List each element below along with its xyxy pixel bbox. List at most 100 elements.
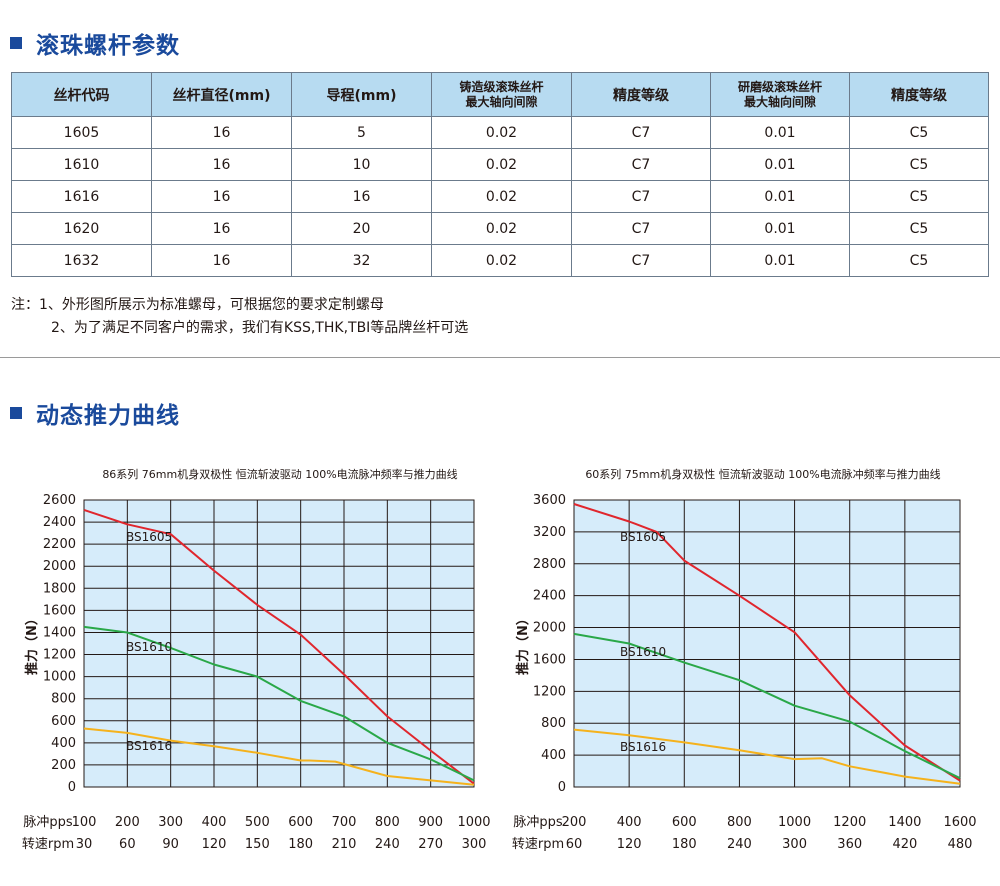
y-tick-label: 2200 [43, 537, 76, 552]
note-line-1: 注：1、外形图所展示为标准螺母，可根据您的要求定制螺母 [11, 297, 384, 313]
table-cell: 0.01 [710, 212, 850, 245]
x-tick-label-rpm: 30 [76, 837, 93, 852]
series-label-bs1605: BS1605 [126, 530, 172, 544]
series-label-bs1605: BS1605 [620, 530, 666, 544]
header-lead: 导程(mm) [291, 72, 432, 117]
table-cell: C5 [849, 244, 989, 277]
x-tick-label-pps: 100 [72, 815, 97, 830]
x-tick-label-pps: 1000 [457, 815, 490, 830]
x-row-label-pps: 脉冲pps [513, 815, 563, 830]
notes: 注：1、外形图所展示为标准螺母，可根据您的要求定制螺母 2、为了满足不同客户的需… [11, 294, 468, 340]
x-tick-label-rpm: 60 [566, 837, 583, 852]
y-tick-label: 2400 [533, 589, 566, 604]
table-cell: C7 [571, 244, 711, 277]
series-line-bs1610 [573, 632, 961, 780]
header-ground-clearance: 研磨级滚珠丝杆 最大轴向间隙 [710, 72, 850, 117]
plot-area [573, 499, 961, 788]
table-cell: 16 [151, 244, 292, 277]
header-code: 丝杆代码 [11, 72, 152, 117]
header-cast-grade: 精度等级 [571, 72, 711, 117]
x-tick-label-rpm: 480 [948, 837, 973, 852]
series-label-bs1610: BS1610 [620, 645, 666, 659]
x-tick-label-rpm: 240 [727, 837, 752, 852]
table-row: 1616 16 16 0.02 C7 0.01 C5 [11, 180, 989, 213]
table-cell: 20 [291, 212, 432, 245]
table-cell: C7 [571, 116, 711, 149]
series-line-bs1616 [573, 728, 961, 785]
x-tick-label-rpm: 90 [162, 837, 179, 852]
x-row-label-rpm: 转速rpm [512, 837, 564, 852]
x-tick-label-pps: 1000 [778, 815, 811, 830]
x-tick-label-rpm: 300 [462, 837, 487, 852]
series-line-bs1610 [83, 625, 475, 782]
y-tick-label: 400 [541, 748, 566, 763]
table-row: 1605 16 5 0.02 C7 0.01 C5 [11, 116, 989, 149]
y-tick-label: 3200 [533, 525, 566, 540]
x-tick-label-rpm: 420 [892, 837, 917, 852]
x-tick-label-pps: 300 [158, 815, 183, 830]
square-bullet-icon [10, 407, 22, 419]
table-cell: 16 [291, 180, 432, 213]
x-tick-label-pps: 800 [727, 815, 752, 830]
y-tick-label: 2600 [43, 493, 76, 508]
y-tick-label: 1200 [43, 648, 76, 663]
table-cell: 32 [291, 244, 432, 277]
x-tick-label-rpm: 180 [288, 837, 313, 852]
y-tick-label: 1200 [533, 684, 566, 699]
x-tick-label-pps: 400 [202, 815, 227, 830]
x-row-label-pps: 脉冲pps [23, 815, 73, 830]
table-cell: 10 [291, 148, 432, 181]
square-bullet-icon [10, 37, 22, 49]
x-tick-label-rpm: 300 [782, 837, 807, 852]
y-axis-label: 推力（N） [515, 612, 531, 675]
y-tick-label: 800 [541, 716, 566, 731]
y-tick-label: 0 [68, 780, 76, 795]
params-table: 丝杆代码 丝杆直径(mm) 导程(mm) 铸造级滚珠丝杆 最大轴向间隙 精度等级 … [11, 72, 989, 277]
x-tick-label-pps: 600 [288, 815, 313, 830]
table-cell: 1632 [11, 244, 152, 277]
x-tick-label-rpm: 180 [672, 837, 697, 852]
table-cell: C7 [571, 148, 711, 181]
y-tick-label: 1600 [533, 652, 566, 667]
y-tick-label: 2800 [533, 557, 566, 572]
table-cell: 1605 [11, 116, 152, 149]
plot-area [83, 499, 475, 788]
x-tick-label-pps: 400 [617, 815, 642, 830]
x-tick-label-rpm: 360 [837, 837, 862, 852]
x-tick-label-rpm: 240 [375, 837, 400, 852]
y-tick-label: 2000 [533, 621, 566, 636]
series-line-bs1605 [83, 508, 475, 785]
series-label-bs1616: BS1616 [620, 740, 666, 754]
y-tick-label: 200 [51, 758, 76, 773]
y-tick-label: 1000 [43, 670, 76, 685]
y-tick-label: 2000 [43, 559, 76, 574]
x-tick-label-rpm: 120 [617, 837, 642, 852]
table-cell: 1620 [11, 212, 152, 245]
y-tick-label: 2400 [43, 515, 76, 530]
section-title-text: 动态推力曲线 [36, 403, 180, 429]
table-cell: 0.02 [431, 148, 572, 181]
table-cell: 0.02 [431, 116, 572, 149]
chart-title: 86系列 76mm机身双极性 恒流斩波驱动 100%电流脉冲频率与推力曲线 [102, 467, 457, 481]
x-tick-label-rpm: 150 [245, 837, 270, 852]
x-tick-label-pps: 1400 [888, 815, 921, 830]
table-cell: 16 [151, 148, 292, 181]
series-line-bs1605 [573, 503, 961, 782]
x-tick-label-rpm: 270 [418, 837, 443, 852]
series-line-bs1616 [83, 727, 475, 786]
table-cell: 0.02 [431, 180, 572, 213]
y-tick-label: 0 [558, 780, 566, 795]
x-tick-label-pps: 200 [115, 815, 140, 830]
header-cast-clearance: 铸造级滚珠丝杆 最大轴向间隙 [431, 72, 572, 117]
y-tick-label: 400 [51, 736, 76, 751]
table-row: 1632 16 32 0.02 C7 0.01 C5 [11, 244, 989, 277]
y-tick-label: 600 [51, 714, 76, 729]
y-tick-label: 1400 [43, 625, 76, 640]
table-header-row: 丝杆代码 丝杆直径(mm) 导程(mm) 铸造级滚珠丝杆 最大轴向间隙 精度等级 … [11, 72, 989, 117]
x-tick-label-pps: 700 [332, 815, 357, 830]
table-cell: 0.01 [710, 244, 850, 277]
table-cell: 16 [151, 180, 292, 213]
x-tick-label-pps: 800 [375, 815, 400, 830]
x-tick-label-pps: 900 [418, 815, 443, 830]
